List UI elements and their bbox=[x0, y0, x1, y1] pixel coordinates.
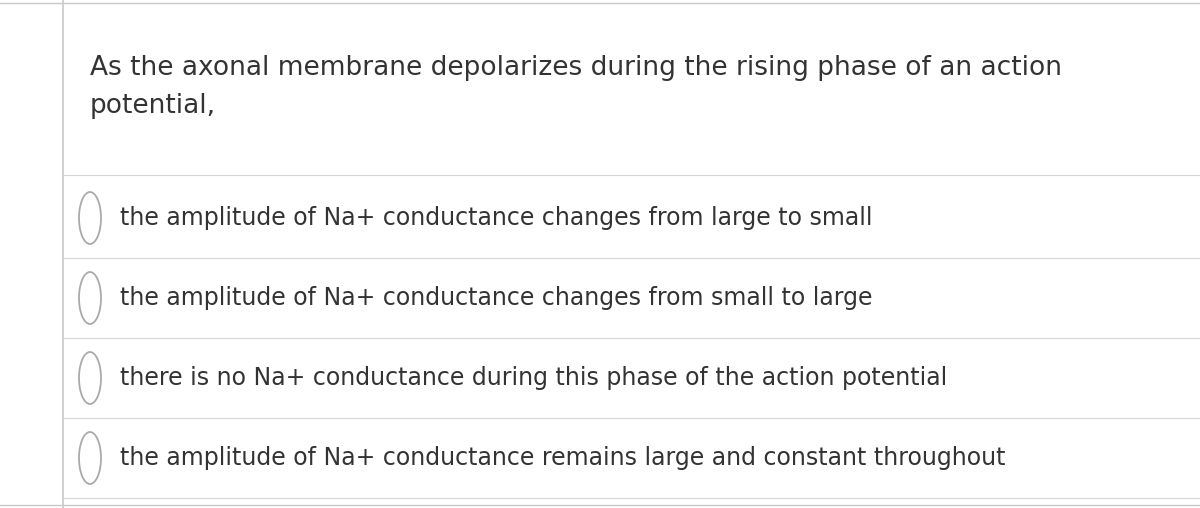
Text: As the axonal membrane depolarizes during the rising phase of an action: As the axonal membrane depolarizes durin… bbox=[90, 55, 1062, 81]
Text: potential,: potential, bbox=[90, 93, 216, 119]
Text: the amplitude of Na+ conductance changes from small to large: the amplitude of Na+ conductance changes… bbox=[120, 286, 872, 310]
Text: there is no Na+ conductance during this phase of the action potential: there is no Na+ conductance during this … bbox=[120, 366, 947, 390]
Text: the amplitude of Na+ conductance changes from large to small: the amplitude of Na+ conductance changes… bbox=[120, 206, 872, 230]
Text: the amplitude of Na+ conductance remains large and constant throughout: the amplitude of Na+ conductance remains… bbox=[120, 446, 1006, 470]
